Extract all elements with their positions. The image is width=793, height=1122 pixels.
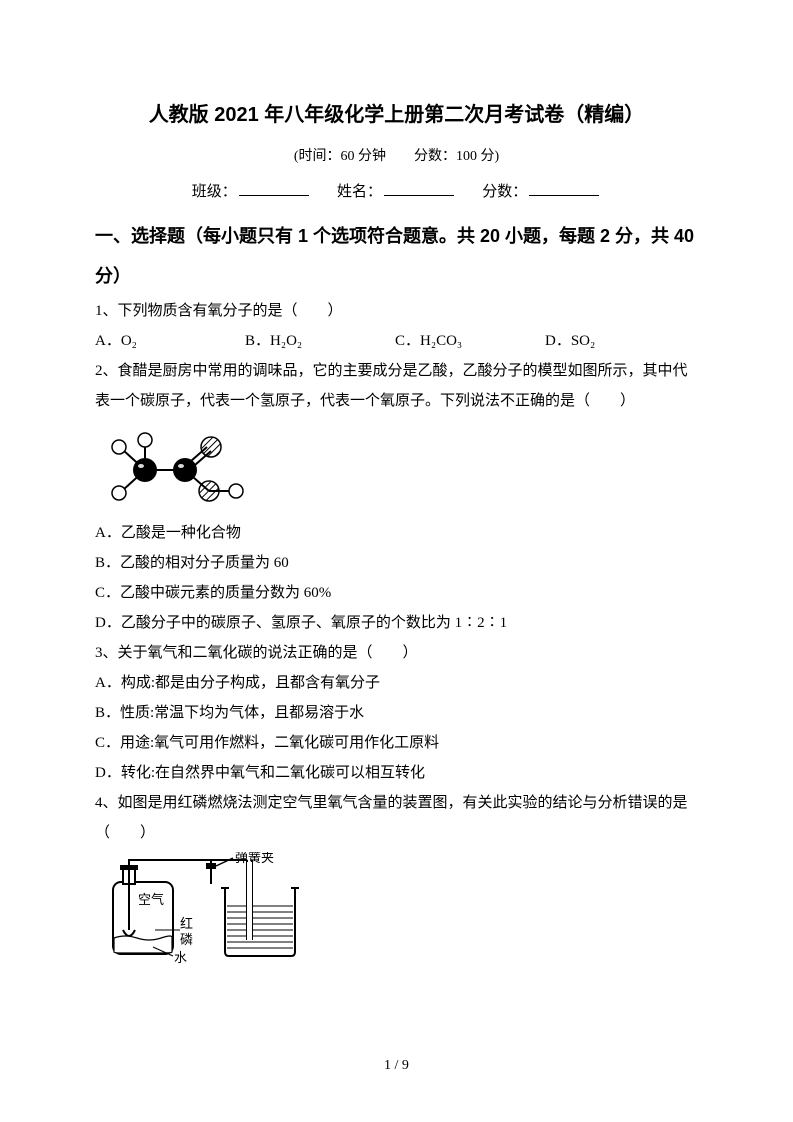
section-1-heading: 一、选择题（每小题只有 1 个选项符合题意。共 20 小题，每题 2 分，共 4… [95, 217, 698, 296]
q3-opt-b: B．性质:常温下均为气体，且都易溶于水 [95, 698, 698, 728]
q4-stem: 4、如图是用红磷燃烧法测定空气里氧气含量的装置图，有关此实验的结论与分析错误的是… [95, 788, 698, 848]
class-blank[interactable] [239, 181, 309, 196]
q2-opt-b: B．乙酸的相对分子质量为 60 [95, 548, 698, 578]
red-label: 红 [180, 916, 193, 931]
q3-opt-c: C．用途:氧气可用作燃料，二氧化碳可用作化工原料 [95, 728, 698, 758]
apparatus-figure: 弹簧夹 空气 红 磷 水 [95, 852, 698, 978]
info-row: 班级： 姓名： 分数： [95, 177, 698, 207]
page-number: 1 / 9 [0, 1052, 793, 1080]
q1-options: A．O₂ B．H₂O₂ C．H₂CO₃ D．SO₂ [95, 326, 698, 356]
molecule-figure [95, 420, 698, 516]
q1-opt-b: B．H₂O₂ [245, 326, 395, 356]
q2-stem: 2、食醋是厨房中常用的调味品，它的主要成分是乙酸，乙酸分子的模型如图所示，其中代… [95, 356, 698, 416]
q3-stem: 3、关于氧气和二氧化碳的说法正确的是（ ） [95, 638, 698, 668]
score-blank[interactable] [529, 181, 599, 196]
q1-opt-c: C．H₂CO₃ [395, 326, 545, 356]
water-label: 水 [174, 950, 187, 965]
name-blank[interactable] [384, 181, 454, 196]
q1-stem: 1、下列物质含有氧分子的是（ ） [95, 296, 698, 326]
q2-opt-c: C．乙酸中碳元素的质量分数为 60% [95, 578, 698, 608]
time-score-line: (时间：60 分钟 分数：100 分) [95, 143, 698, 171]
exam-title: 人教版 2021 年八年级化学上册第二次月考试卷（精编） [95, 95, 698, 135]
q2-opt-d: D．乙酸分子中的碳原子、氢原子、氧原子的个数比为 1∶2∶1 [95, 608, 698, 638]
q3-opt-a: A．构成:都是由分子构成，且都含有氧分子 [95, 668, 698, 698]
q3-opt-d: D．转化:在自然界中氧气和二氧化碳可以相互转化 [95, 758, 698, 788]
clip-label: 弹簧夹 [235, 852, 274, 865]
class-label: 班级： [192, 184, 237, 200]
score-label: 分数： [482, 184, 527, 200]
name-label: 姓名： [337, 184, 382, 200]
q1-opt-a: A．O₂ [95, 326, 245, 356]
phos-label: 磷 [180, 932, 193, 947]
air-label: 空气 [138, 892, 164, 907]
q1-opt-d: D．SO₂ [545, 326, 665, 356]
q2-opt-a: A．乙酸是一种化合物 [95, 518, 698, 548]
